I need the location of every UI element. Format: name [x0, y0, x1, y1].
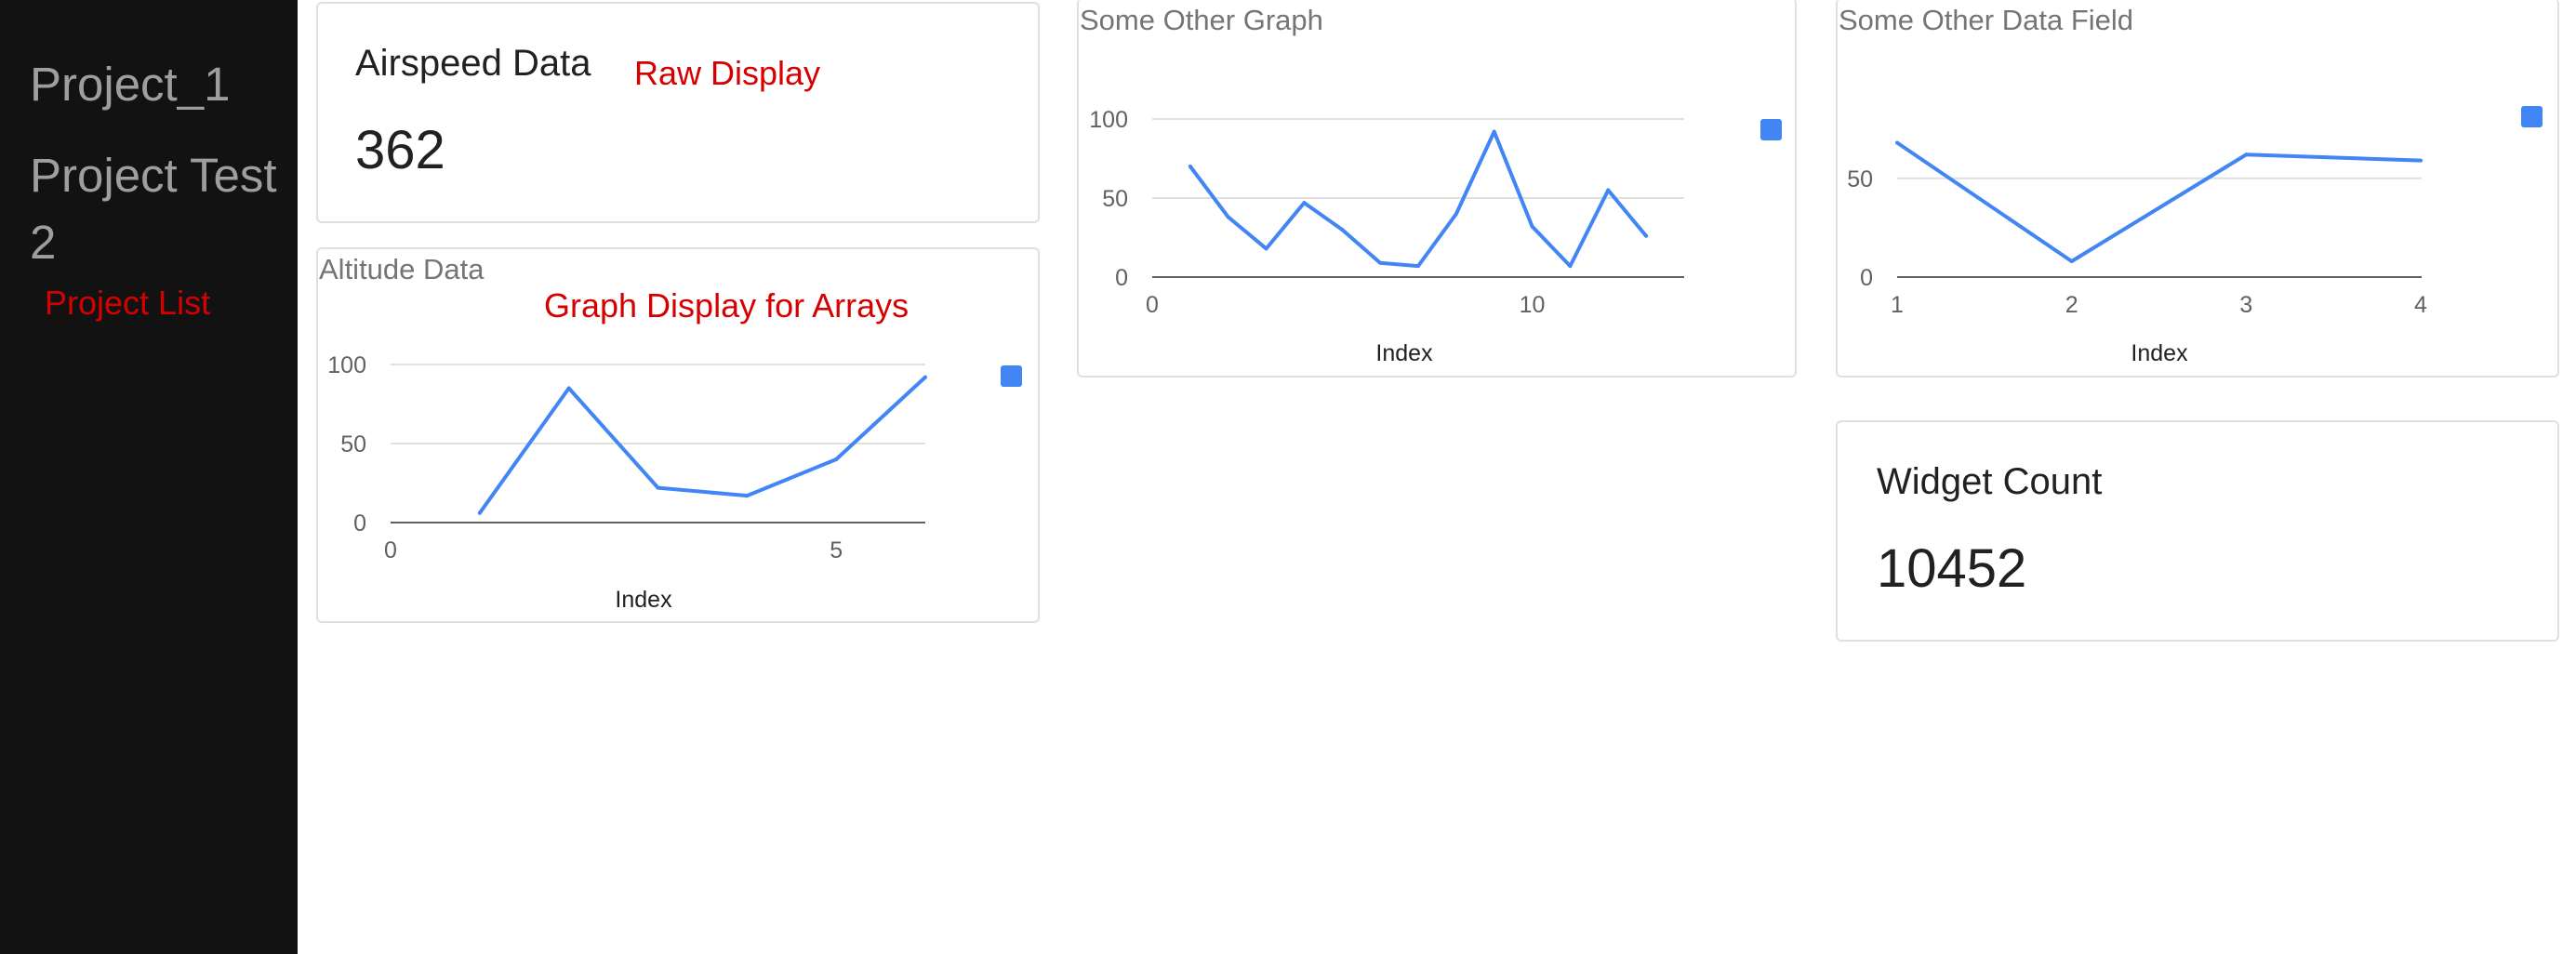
y-tick-label: 50: [1102, 186, 1128, 212]
series-line: [478, 376, 927, 514]
data-point: [1454, 212, 1458, 216]
y-tick-label: 50: [1847, 166, 1873, 192]
x-tick-label: 2: [2065, 292, 2078, 318]
altitude-chart-title: Altitude Data: [319, 253, 485, 285]
data-point: [745, 494, 750, 498]
data-point: [1568, 264, 1573, 269]
graph-display-annotation: Graph Display for Arrays: [544, 286, 910, 325]
y-tick-label: 50: [340, 431, 366, 457]
x-axis-label: Index: [615, 587, 672, 613]
data-point: [834, 457, 839, 461]
data-point: [923, 375, 927, 379]
legend-swatch: [1760, 119, 1782, 140]
data-point: [1378, 260, 1383, 265]
some-other-data-field-card: Some Other Data Field: [1836, 0, 2559, 378]
data-point: [2069, 259, 2074, 263]
data-point: [1530, 224, 1534, 229]
data-point: [1302, 201, 1307, 205]
y-tick-label: 0: [1115, 265, 1128, 291]
widget-count-value: 10452: [1877, 538, 2027, 599]
data-point: [2419, 158, 2423, 163]
x-tick-label: 1: [1891, 292, 1904, 318]
data-point: [1226, 215, 1230, 219]
x-axis-label: Index: [1375, 340, 1433, 366]
altitude-chart-card: Altitude Data Graph Display for Arrays: [316, 247, 1040, 623]
widget-count-title: Widget Count: [1877, 461, 2103, 502]
data-point: [1644, 233, 1649, 238]
data-point: [1264, 246, 1268, 251]
widget-count-card: Widget Count 10452: [1836, 420, 2559, 642]
data-point: [1340, 228, 1345, 232]
data-point: [2244, 152, 2249, 157]
legend-swatch: [2521, 106, 2543, 127]
data-point: [1895, 140, 1899, 145]
sidebar-item-project-test-2-line2[interactable]: 2: [30, 216, 57, 269]
x-axis-label: Index: [2131, 340, 2188, 366]
legend-swatch: [1001, 365, 1022, 387]
x-tick-label: 4: [2414, 292, 2427, 318]
airspeed-card: Airspeed Data Raw Display 362: [316, 2, 1040, 223]
data-point: [1188, 165, 1192, 168]
data-point: [1606, 188, 1611, 192]
airspeed-title: Airspeed Data: [355, 43, 591, 84]
x-tick-label: 10: [1520, 292, 1546, 318]
y-tick-label: 0: [1860, 265, 1873, 291]
sidebar: Project_1 Project Test 2 Project List: [0, 0, 298, 954]
y-tick-label: 0: [353, 510, 366, 537]
some-other-data-field-title: Some Other Data Field: [1839, 4, 2134, 36]
x-tick-label: 0: [384, 537, 397, 563]
x-tick-label: 3: [2239, 292, 2252, 318]
data-point: [1416, 264, 1420, 269]
x-tick-label: 0: [1146, 292, 1159, 318]
project-list-annotation: Project List: [45, 284, 211, 322]
series-line: [1895, 140, 2422, 263]
raw-display-annotation: Raw Display: [634, 54, 821, 92]
data-point: [477, 510, 482, 515]
sidebar-item-project-1[interactable]: Project_1: [30, 58, 231, 111]
sidebar-item-project-test-2[interactable]: Project Test: [30, 149, 277, 202]
y-tick-label: 100: [327, 352, 366, 378]
x-tick-label: 5: [830, 537, 843, 563]
some-other-graph-title: Some Other Graph: [1080, 4, 1323, 36]
data-point: [656, 485, 660, 490]
y-tick-label: 100: [1089, 107, 1128, 133]
some-other-graph-card: Some Other Graph: [1077, 0, 1797, 378]
airspeed-value: 362: [355, 120, 445, 180]
data-point: [1492, 129, 1496, 134]
data-point: [566, 386, 571, 391]
